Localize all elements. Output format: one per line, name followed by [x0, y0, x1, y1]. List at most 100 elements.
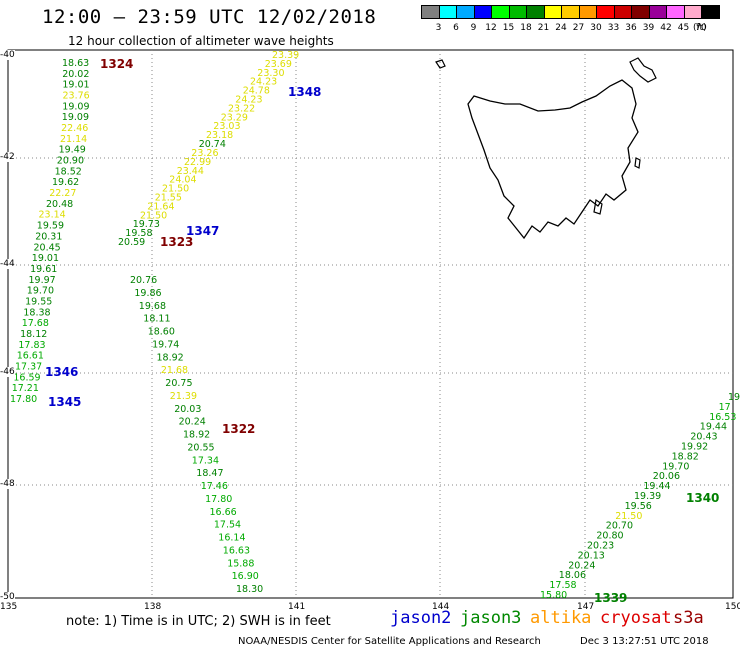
lon-tick-label: 135 [0, 602, 18, 612]
track-value: 17.34 [192, 455, 219, 466]
track-value: 17.80 [205, 494, 232, 505]
track-value: 22.99 [184, 157, 211, 168]
track-value: 23.39 [272, 50, 299, 61]
track-value: 18.82 [672, 451, 699, 462]
track-value: 18.92 [157, 352, 184, 363]
scale-label: 36 [625, 23, 637, 33]
maria-island [634, 157, 641, 169]
track-value: 19.44 [643, 481, 670, 492]
track-value: 21.68 [161, 365, 188, 376]
track-value: 19.01 [32, 253, 59, 264]
track-value: 15.88 [227, 558, 254, 569]
track-value: 17.68 [22, 318, 49, 329]
track-value: 16.63 [223, 545, 250, 556]
track-value: 20.74 [199, 139, 226, 150]
track-value: 21.39 [170, 391, 197, 402]
plot-frame [7, 49, 734, 599]
map-title: 12:00 – 23:59 UTC 12/02/2018 [42, 6, 377, 28]
track-label-1346: 1346 [45, 365, 78, 379]
lon-tick-label: 138 [144, 602, 162, 612]
track-value: 23.30 [257, 68, 284, 79]
footer-timestamp: Dec 3 13:27:51 UTC 2018 [580, 636, 709, 647]
track-value: 21.50 [162, 184, 189, 195]
grid-lines [8, 50, 733, 598]
track-value: 19.58 [125, 228, 152, 239]
track-value: 21.50 [615, 511, 642, 522]
track-value: 20.75 [165, 378, 192, 389]
track-value: 24.78 [243, 86, 270, 97]
scale-label: 33 [607, 23, 620, 33]
bruny-island [593, 198, 603, 215]
legend-jason3: jason3 [460, 608, 522, 628]
track-value: 23.03 [213, 121, 240, 132]
track-value: 19.62 [52, 177, 79, 188]
track-value: 19.73 [133, 219, 160, 230]
lat-tick-label: -50 [0, 592, 15, 602]
track-value: 20.31 [35, 231, 62, 242]
scale-label: 15 [502, 23, 515, 33]
scale-label: 21 [537, 23, 550, 33]
track-value: 19.09 [62, 112, 89, 123]
track-value: 19.44 [700, 422, 727, 433]
legend-cryosat: cryosat [600, 608, 672, 628]
track-value: 17 [719, 402, 731, 413]
track-value: 23.26 [191, 148, 218, 159]
map-subtitle: 12 hour collection of altimeter wave hei… [68, 34, 334, 48]
track-value: 19.97 [29, 275, 56, 286]
track-value: 20.43 [690, 432, 717, 443]
track-value: 22.27 [49, 188, 76, 199]
track-value: 20.90 [57, 156, 84, 167]
track-value: 18.92 [183, 430, 210, 441]
track-value: 18.47 [196, 468, 223, 479]
track-value: 24.04 [169, 175, 196, 186]
track-value: 19.01 [62, 80, 89, 91]
track-value: 24.23 [235, 95, 262, 106]
lat-tick-label: -40 [0, 50, 15, 60]
track-value: 23.69 [265, 59, 292, 70]
track-label-1324: 1324 [100, 57, 133, 71]
track-value: 17.21 [12, 383, 39, 394]
scale-unit: (ft) [693, 23, 707, 33]
track-value: 19.39 [634, 491, 661, 502]
track-value: 16.66 [210, 507, 237, 518]
track-value: 23.29 [221, 112, 248, 123]
scale-label: 30 [590, 23, 602, 33]
track-value: 20.13 [578, 550, 605, 561]
legend-jason2: jason2 [390, 608, 452, 628]
track-value: 23.14 [39, 210, 66, 221]
tasmania-coastline [467, 79, 639, 240]
track-value: 20.24 [568, 560, 595, 571]
track-value: 18.30 [236, 584, 263, 595]
track-value: 20.06 [653, 471, 680, 482]
track-value: 17.54 [214, 520, 241, 531]
track-value: 17.37 [15, 362, 42, 373]
scale-label: 12 [485, 23, 497, 33]
lon-tick-label: 150 [725, 602, 740, 612]
track-value: 20.70 [606, 521, 633, 532]
scale-swatch [701, 5, 720, 19]
track-value: 18.52 [55, 166, 82, 177]
track-value: 19.49 [59, 145, 86, 156]
scale-label: 42 [660, 23, 672, 33]
track-value: 20.76 [130, 275, 157, 286]
track-value: 17.58 [549, 580, 576, 591]
scale-label: 45 [677, 23, 690, 33]
track-value: 16.14 [218, 533, 245, 544]
track-value: 19.59 [37, 221, 64, 232]
lat-tick-label: -48 [0, 479, 15, 489]
track-value: 19.55 [25, 297, 52, 308]
track-value: 19.70 [27, 286, 54, 297]
track-value: 18.11 [143, 314, 170, 325]
track-value: 21.64 [147, 201, 174, 212]
lat-tick-label: -44 [0, 259, 15, 269]
track-value: 20.80 [596, 531, 623, 542]
king-island [435, 59, 446, 69]
legend-s3a: s3a [673, 608, 704, 628]
track-label-1323: 1323 [160, 235, 193, 249]
track-value: 19 [728, 392, 740, 403]
track-value: 18.63 [62, 58, 89, 69]
track-value: 21.14 [60, 134, 87, 145]
track-label-1347: 1347 [186, 224, 219, 238]
track-value: 15.80 [540, 590, 567, 601]
flinders-island [629, 57, 657, 83]
